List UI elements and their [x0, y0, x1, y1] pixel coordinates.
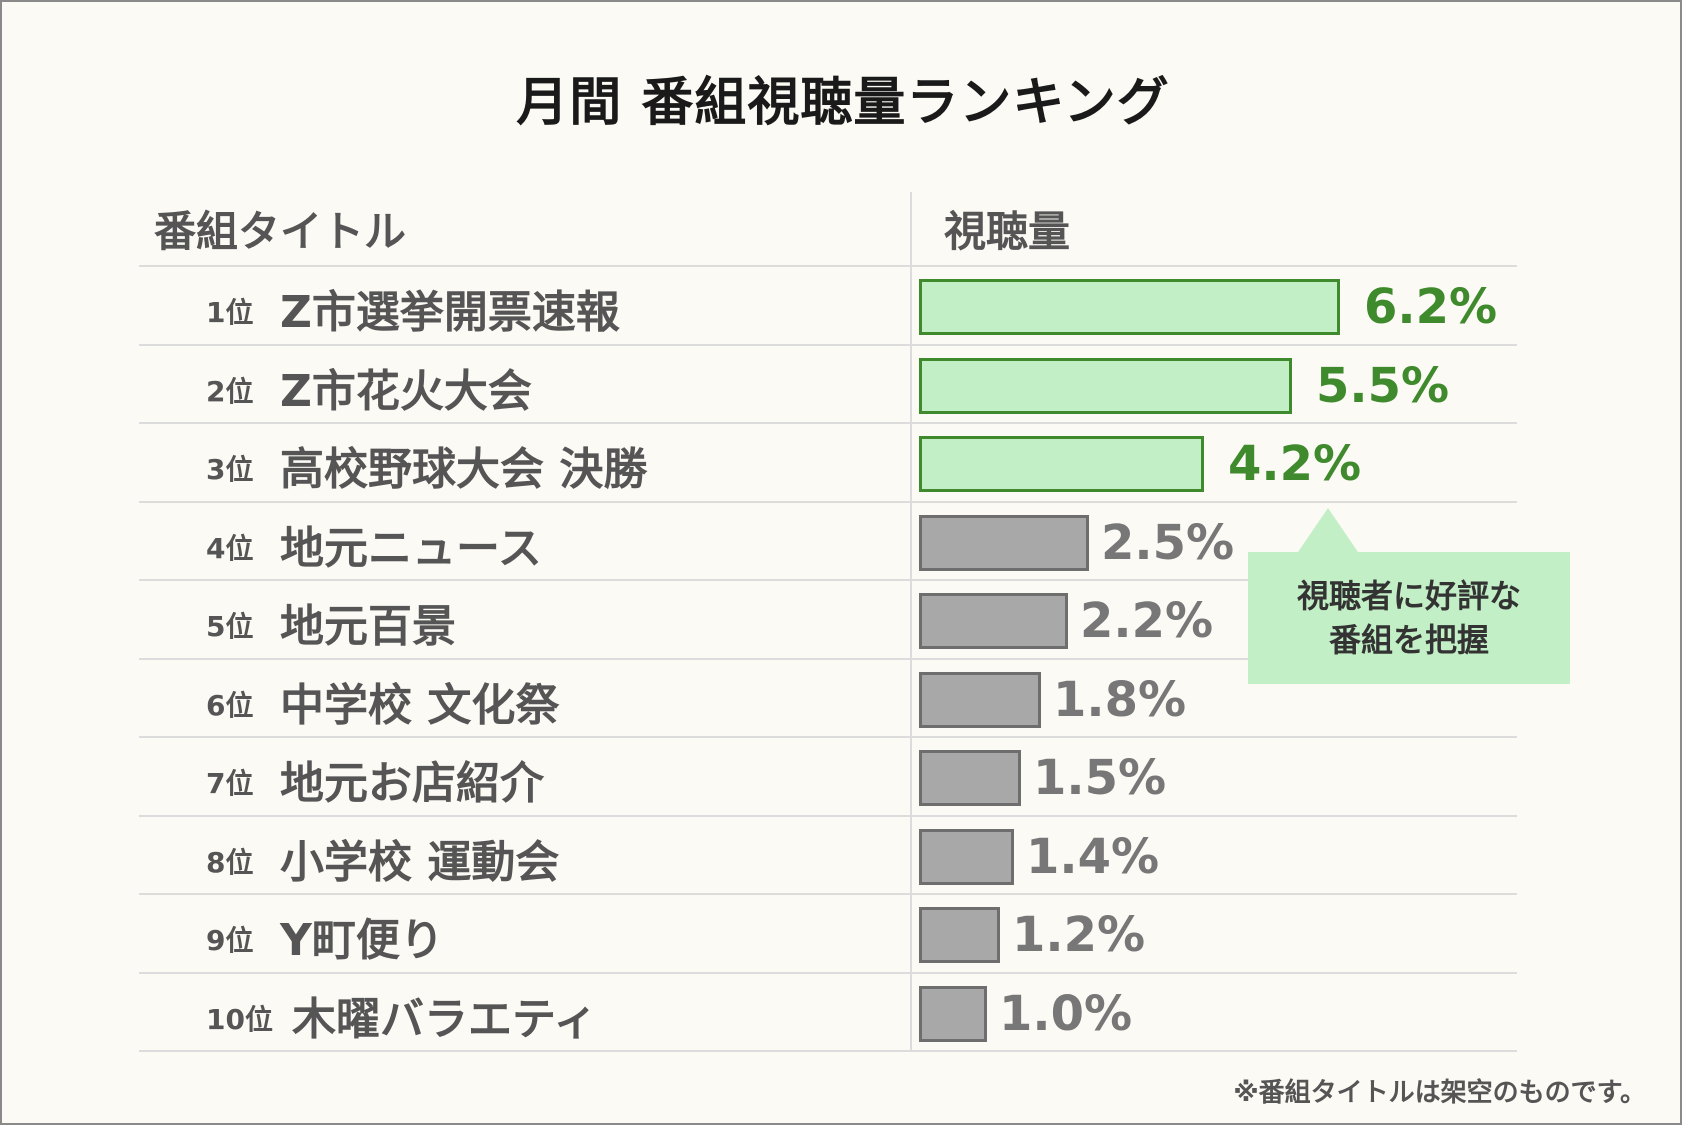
rank-suffix: 位 — [225, 924, 254, 957]
rank-number: 3 — [206, 453, 226, 486]
value-label: 2.5% — [1101, 514, 1235, 571]
rank-suffix: 位 — [225, 296, 254, 329]
rank-number: 1 — [206, 296, 226, 329]
rank-number: 7 — [206, 767, 226, 800]
program-title: 地元ニュース — [280, 522, 542, 574]
callout-line-1: 視聴者に好評な — [1296, 577, 1521, 615]
bar — [919, 985, 987, 1042]
rank-label: 9位 — [206, 895, 254, 974]
row-separator — [139, 893, 1517, 895]
rank-label: 2位 — [206, 346, 254, 425]
program-title: 地元百景 — [280, 601, 456, 652]
rank-label: 1位 — [206, 267, 254, 346]
callout-line-2: 番組を把握 — [1328, 621, 1489, 659]
value-label: 4.2% — [1228, 436, 1362, 492]
row-separator — [139, 971, 1517, 974]
program-title: Y町便り — [280, 915, 444, 966]
column-header-program: 番組タイトル — [154, 207, 407, 256]
rank-label: 5位 — [206, 581, 254, 660]
program-title: 木曜バラエティ — [292, 993, 598, 1045]
row-separator — [139, 1050, 1517, 1052]
row-separator — [139, 579, 1517, 581]
rank-label: 4位 — [206, 503, 254, 582]
rank-number: 5 — [206, 610, 226, 643]
bar — [919, 750, 1021, 806]
bar — [919, 907, 1000, 963]
callout-note: 視聴者に好評な 番組を把握 — [1248, 508, 1570, 684]
row-separator — [139, 814, 1517, 817]
rank-label: 8位 — [206, 817, 254, 896]
rank-number: 2 — [206, 374, 226, 408]
program-title: Z市選挙開票速報 — [280, 287, 620, 338]
bar — [919, 593, 1068, 649]
rank-number: 8 — [206, 845, 226, 879]
row-separator — [139, 422, 1517, 424]
rank-number: 10 — [206, 1002, 245, 1036]
program-title: Z市花火大会 — [280, 365, 532, 417]
bar — [919, 436, 1204, 492]
rank-suffix: 位 — [225, 767, 254, 800]
rank-label: 10位 — [206, 974, 273, 1053]
value-label: 1.4% — [1026, 828, 1160, 885]
program-title: 高校野球大会 決勝 — [280, 444, 648, 495]
row-separator — [139, 657, 1517, 660]
rank-suffix: 位 — [225, 531, 254, 565]
rank-label: 3位 — [206, 424, 254, 503]
header-separator — [139, 265, 1517, 267]
value-label: 1.8% — [1053, 671, 1187, 728]
footnote: ※番組タイトルは架空のものです。 — [1233, 1078, 1646, 1108]
rank-number: 6 — [206, 688, 226, 722]
chart-title: 月間 番組視聴量ランキング — [516, 73, 1170, 133]
value-label: 1.2% — [1012, 907, 1146, 963]
rank-suffix: 位 — [225, 453, 254, 486]
column-header-value: 視聴量 — [944, 207, 1071, 256]
value-label: 2.2% — [1080, 593, 1214, 649]
value-label: 6.2% — [1364, 279, 1498, 335]
rank-suffix: 位 — [244, 1002, 273, 1036]
bar — [919, 514, 1089, 571]
row-separator — [139, 343, 1517, 346]
bar — [919, 279, 1340, 335]
program-title: 小学校 運動会 — [280, 836, 560, 888]
rank-suffix: 位 — [225, 688, 254, 722]
rank-suffix: 位 — [225, 845, 254, 879]
rank-suffix: 位 — [225, 374, 254, 408]
rank-label: 7位 — [206, 738, 254, 817]
value-label: 5.5% — [1316, 357, 1450, 414]
rank-number: 4 — [206, 531, 226, 565]
column-divider — [910, 192, 912, 1052]
rank-suffix: 位 — [225, 610, 254, 643]
row-separator — [139, 736, 1517, 738]
bar — [919, 671, 1041, 728]
bar — [919, 357, 1292, 414]
rank-number: 9 — [206, 924, 226, 957]
program-title: 中学校 文化祭 — [280, 679, 560, 731]
bar — [919, 828, 1014, 885]
program-title: 地元お店紹介 — [280, 758, 544, 809]
rank-label: 6位 — [206, 660, 254, 739]
value-label: 1.5% — [1033, 750, 1167, 806]
row-separator — [139, 500, 1517, 503]
value-label: 1.0% — [999, 985, 1133, 1042]
